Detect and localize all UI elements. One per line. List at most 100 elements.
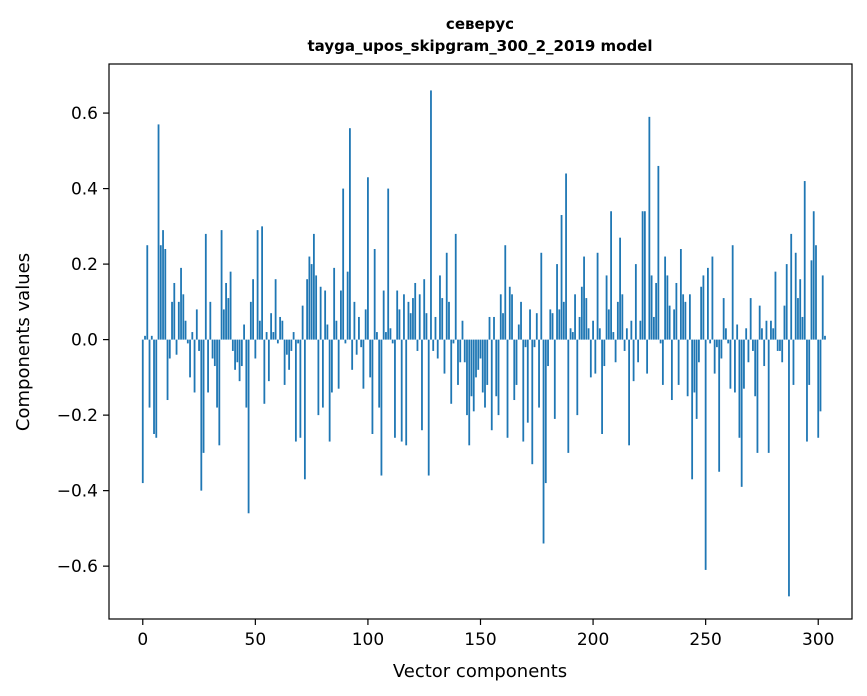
bar	[331, 339, 333, 393]
y-tick-label: −0.2	[57, 406, 98, 426]
bar	[177, 301, 180, 340]
bar	[148, 339, 151, 408]
bar	[765, 320, 768, 340]
bar	[430, 90, 432, 340]
bar	[711, 256, 714, 340]
bar	[716, 339, 718, 348]
bar	[216, 339, 218, 408]
bar	[452, 339, 455, 344]
bar	[634, 264, 637, 340]
y-tick-label: 0.0	[71, 331, 98, 351]
bar	[614, 339, 617, 363]
bar	[218, 339, 221, 446]
bar	[240, 339, 243, 367]
bar	[673, 309, 676, 340]
x-axis-label: Vector components	[393, 661, 567, 682]
bar	[335, 320, 338, 340]
bar	[391, 339, 394, 344]
bar	[619, 237, 621, 340]
bar	[641, 211, 644, 340]
bar	[285, 339, 288, 355]
bar	[376, 332, 378, 340]
bar	[817, 339, 820, 438]
bar	[310, 264, 313, 340]
bar	[801, 316, 804, 340]
bar	[601, 339, 603, 434]
bar	[718, 339, 721, 472]
bar	[763, 339, 766, 367]
bar	[423, 279, 426, 340]
bar	[249, 301, 252, 340]
bar	[727, 339, 730, 344]
bar	[691, 339, 694, 480]
bar	[303, 339, 306, 480]
bar	[466, 339, 468, 416]
bar	[200, 339, 203, 491]
bar	[258, 320, 261, 340]
x-axis-ticks: 0 50 100 150 200 250 300	[137, 619, 834, 650]
bar	[821, 275, 824, 340]
bar	[301, 305, 304, 340]
bar	[686, 339, 689, 397]
bar	[477, 339, 480, 370]
bar	[698, 339, 700, 363]
bar	[490, 339, 493, 431]
bar	[270, 313, 273, 340]
bar	[499, 294, 502, 340]
bar	[677, 339, 680, 385]
y-tick-label: −0.4	[57, 482, 98, 502]
bar	[382, 290, 385, 340]
bar	[209, 301, 212, 340]
bar	[607, 309, 610, 340]
bar	[551, 313, 554, 340]
bar	[770, 320, 772, 340]
bar	[682, 294, 685, 340]
bar	[299, 339, 302, 438]
bar	[360, 339, 363, 348]
bar	[569, 328, 572, 340]
bar	[463, 339, 466, 363]
bar	[288, 339, 291, 370]
bar	[409, 313, 412, 340]
x-tick-label: 250	[689, 630, 721, 650]
bar	[605, 275, 608, 340]
bar	[184, 320, 187, 340]
bar	[535, 313, 538, 340]
bar	[747, 339, 750, 363]
bar	[475, 339, 477, 378]
y-axis-label: Components values	[13, 253, 34, 431]
bar	[652, 316, 655, 340]
bar	[351, 339, 354, 370]
y-tick-label: 0.2	[71, 255, 98, 275]
bar	[436, 339, 439, 359]
bar	[207, 339, 209, 393]
bar	[664, 256, 667, 340]
bar	[222, 309, 225, 340]
bar	[592, 320, 594, 340]
bar	[734, 339, 736, 393]
bar	[256, 230, 259, 340]
bar	[709, 339, 712, 344]
bar	[191, 332, 194, 340]
bars-group	[141, 90, 826, 597]
bar	[272, 332, 275, 340]
bar	[610, 211, 612, 340]
bar	[445, 252, 448, 340]
bar	[380, 339, 383, 476]
bar	[373, 249, 376, 340]
bar	[346, 271, 349, 340]
bar	[450, 339, 453, 404]
bar	[315, 275, 318, 340]
bar	[340, 290, 342, 340]
bar	[479, 339, 482, 359]
bar	[526, 339, 529, 423]
bar	[443, 339, 446, 374]
chart-subtitle: tayga_upos_skipgram_300_2_2019 model	[308, 37, 653, 55]
bar	[790, 233, 793, 340]
bar	[231, 339, 234, 351]
bar	[378, 339, 381, 408]
bar	[704, 339, 707, 570]
bar	[353, 301, 356, 340]
x-tick-label: 50	[245, 630, 267, 650]
bar	[418, 294, 421, 340]
